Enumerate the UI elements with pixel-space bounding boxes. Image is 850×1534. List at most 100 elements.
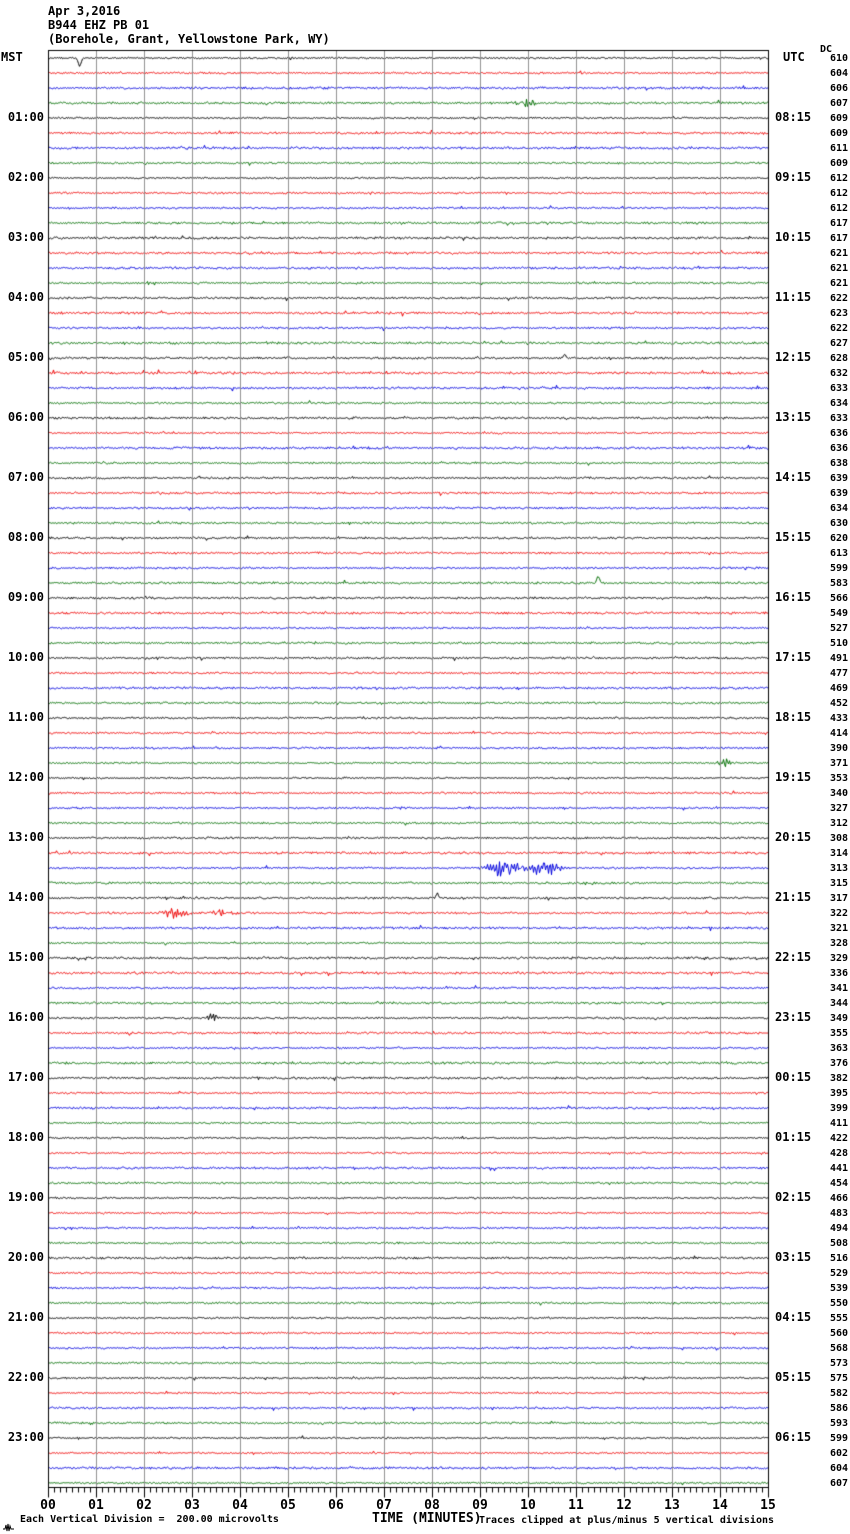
dc-value: 340 xyxy=(829,788,848,799)
dc-value: 620 xyxy=(829,533,848,544)
dc-value: 321 xyxy=(829,923,848,934)
minute-tick-label: 11 xyxy=(568,1498,584,1513)
dc-value: 593 xyxy=(829,1418,848,1429)
dc-value: 604 xyxy=(829,1463,848,1474)
mst-time-label: 16:00 xyxy=(7,1010,44,1024)
mst-time-label: 20:00 xyxy=(7,1250,44,1264)
dc-value: 363 xyxy=(829,1043,848,1054)
dc-value: 315 xyxy=(829,878,848,889)
dc-value: 622 xyxy=(829,293,848,304)
dc-value: 599 xyxy=(829,1433,848,1444)
right-timezone-header: UTC xyxy=(783,50,805,64)
dc-value: 617 xyxy=(829,233,848,244)
dc-value: 630 xyxy=(829,518,848,529)
dc-value: 583 xyxy=(829,578,848,589)
dc-value: 621 xyxy=(829,263,848,274)
dc-value: 634 xyxy=(829,503,848,514)
dc-value: 611 xyxy=(829,143,848,154)
dc-value: 604 xyxy=(829,68,848,79)
dc-value: 607 xyxy=(829,1478,848,1489)
dc-value: 529 xyxy=(829,1268,848,1279)
minute-tick-label: 10 xyxy=(520,1498,536,1513)
utc-time-label: 13:15 xyxy=(775,410,812,424)
dc-value: 395 xyxy=(829,1088,848,1099)
mst-time-label: 04:00 xyxy=(7,290,44,304)
dc-value: 639 xyxy=(829,473,848,484)
dc-value: 636 xyxy=(829,428,848,439)
mst-time-label: 02:00 xyxy=(7,170,44,184)
mst-time-label: 06:00 xyxy=(7,410,44,424)
minute-tick-label: 06 xyxy=(328,1498,344,1513)
dc-value: 422 xyxy=(829,1133,848,1144)
dc-value: 494 xyxy=(829,1223,848,1234)
utc-time-label: 01:15 xyxy=(775,1130,812,1144)
x-axis-title: TIME (MINUTES) xyxy=(372,1511,482,1526)
dc-value: 609 xyxy=(829,158,848,169)
mst-time-label: 22:00 xyxy=(7,1370,44,1384)
utc-time-label: 16:15 xyxy=(775,590,812,604)
dc-value: 632 xyxy=(829,368,848,379)
dc-value: 609 xyxy=(829,128,848,139)
mst-time-label: 13:00 xyxy=(7,830,44,844)
mst-time-label: 07:00 xyxy=(7,470,44,484)
minute-tick-label: 12 xyxy=(616,1498,632,1513)
dc-value: 609 xyxy=(829,113,848,124)
dc-value: 329 xyxy=(829,953,848,964)
dc-value: 627 xyxy=(829,338,848,349)
dc-value: 539 xyxy=(829,1283,848,1294)
minute-tick-label: 05 xyxy=(280,1498,296,1513)
dc-value: 341 xyxy=(829,983,848,994)
utc-time-label: 14:15 xyxy=(775,470,812,484)
dc-value: 491 xyxy=(829,653,848,664)
mst-time-label: 11:00 xyxy=(7,710,44,724)
dc-value: 639 xyxy=(829,488,848,499)
dc-value: 621 xyxy=(829,248,848,259)
dc-value: 433 xyxy=(829,713,848,724)
header-station-location: (Borehole, Grant, Yellowstone Park, WY) xyxy=(48,32,330,46)
dc-value: 510 xyxy=(829,638,848,649)
dc-value: 602 xyxy=(829,1448,848,1459)
minute-tick-label: 08 xyxy=(424,1498,440,1513)
utc-time-label: 11:15 xyxy=(775,290,812,304)
dc-value: 313 xyxy=(829,863,848,874)
dc-value: 355 xyxy=(829,1028,848,1039)
dc-value: 483 xyxy=(829,1208,848,1219)
utc-time-label: 00:15 xyxy=(775,1070,812,1084)
minute-tick-label: 01 xyxy=(88,1498,104,1513)
mst-time-label: 09:00 xyxy=(7,590,44,604)
dc-value: 328 xyxy=(829,938,848,949)
minute-tick-label: 07 xyxy=(376,1498,392,1513)
mst-time-label: 05:00 xyxy=(7,350,44,364)
dc-value: 555 xyxy=(829,1313,848,1324)
mst-time-label: 18:00 xyxy=(7,1130,44,1144)
dc-column-header: DC xyxy=(820,44,833,55)
utc-time-label: 15:15 xyxy=(775,530,812,544)
dc-value: 582 xyxy=(829,1388,848,1399)
dc-value: 573 xyxy=(829,1358,848,1369)
dc-value: 638 xyxy=(829,458,848,469)
dc-value: 322 xyxy=(829,908,848,919)
dc-value: 612 xyxy=(829,173,848,184)
utc-time-label: 19:15 xyxy=(775,770,812,784)
utc-time-label: 06:15 xyxy=(775,1430,812,1444)
minute-tick-label: 04 xyxy=(232,1498,248,1513)
header-date: Apr 3,2016 xyxy=(48,4,121,18)
utc-time-label: 23:15 xyxy=(775,1010,812,1024)
minute-tick-label: 09 xyxy=(472,1498,488,1513)
mst-time-label: 12:00 xyxy=(7,770,44,784)
dc-value: 607 xyxy=(829,98,848,109)
dc-value: 454 xyxy=(829,1178,848,1189)
dc-value: 469 xyxy=(829,683,848,694)
dc-value: 314 xyxy=(829,848,848,859)
utc-time-label: 09:15 xyxy=(775,170,812,184)
dc-value: 636 xyxy=(829,443,848,454)
dc-value: 617 xyxy=(829,218,848,229)
mst-time-label: 17:00 xyxy=(7,1070,44,1084)
utc-time-label: 08:15 xyxy=(775,110,812,124)
dc-value: 516 xyxy=(829,1253,848,1264)
mst-time-label: 21:00 xyxy=(7,1310,44,1324)
dc-value: 312 xyxy=(829,818,848,829)
dc-value: 633 xyxy=(829,383,848,394)
dc-value: 634 xyxy=(829,398,848,409)
